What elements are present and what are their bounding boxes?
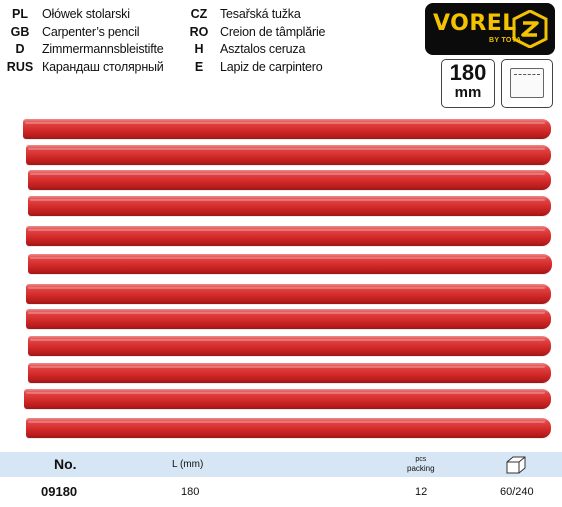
- pencil: [28, 336, 551, 356]
- length-value: 180: [449, 60, 487, 85]
- length-badge: 180 mm: [441, 59, 495, 108]
- pencil: [26, 309, 551, 329]
- lang-code: D: [15, 42, 25, 57]
- lang-name: Tesařská tužka: [220, 7, 301, 21]
- header-length: L (mm): [172, 459, 204, 470]
- lang-code: RUS: [6, 59, 34, 74]
- lang-code: GB: [10, 24, 30, 39]
- lang-name: Lapiz de carpintero: [220, 59, 323, 74]
- lang-name: Ołówek stolarski: [42, 7, 130, 21]
- product-number: 09180: [41, 484, 78, 499]
- pencil: [28, 170, 551, 190]
- header-no: No.: [54, 456, 77, 472]
- logo-text: VOREL: [433, 11, 517, 36]
- pencil: [23, 119, 551, 139]
- header-packing: packing: [407, 464, 435, 473]
- pencil: [26, 145, 551, 165]
- pencil: [26, 226, 551, 246]
- pencil-image: [23, 119, 552, 438]
- header-pcs: pcs: [415, 456, 427, 463]
- pencil: [26, 284, 551, 304]
- product-length: 180: [181, 486, 200, 498]
- lang-name: Creion de tâmplărie: [220, 24, 326, 39]
- header-pcs-packing: pcs packing: [407, 455, 435, 473]
- box-icon: [506, 456, 526, 474]
- lang-name: Zimmermannsbleistifte: [42, 42, 164, 57]
- lang-name: Asztalos ceruza: [220, 42, 306, 57]
- table-header: No. L (mm) pcs packing: [0, 452, 562, 477]
- product-pcs: 12: [415, 486, 428, 498]
- pencil: [28, 196, 551, 216]
- pencil: [28, 254, 552, 274]
- lang-code: PL: [12, 7, 28, 21]
- lang-code: E: [194, 59, 204, 74]
- cross-section-icon: [510, 68, 544, 98]
- pencil: [28, 363, 551, 383]
- product-packing: 60/240: [500, 486, 534, 498]
- lang-name: Carpenter’s pencil: [42, 24, 140, 39]
- logo-subtext: BY TOYA: [489, 37, 522, 44]
- lang-code: H: [194, 42, 204, 57]
- lang-name: Карандаш столярный: [42, 59, 164, 74]
- vorel-logo: VOREL BY TOYA: [425, 3, 555, 55]
- lang-code: CZ: [190, 7, 208, 21]
- logo-mark-icon: [512, 10, 548, 48]
- lang-code: RO: [189, 24, 209, 39]
- pencil: [26, 418, 551, 438]
- pencil-shape-icon: [501, 59, 553, 108]
- length-unit: mm: [454, 84, 482, 101]
- pencil: [24, 389, 551, 409]
